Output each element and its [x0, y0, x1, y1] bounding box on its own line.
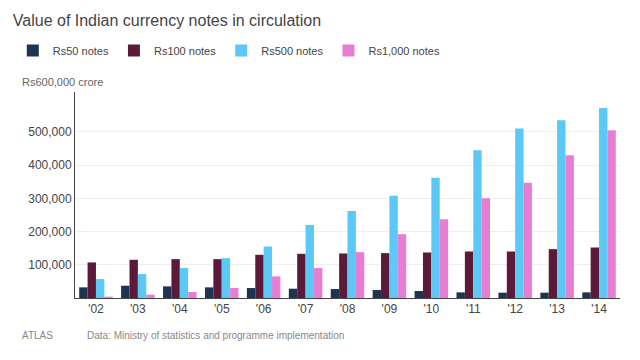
svg-text:'12: '12 — [507, 302, 523, 316]
svg-text:'07: '07 — [298, 302, 314, 316]
svg-text:'08: '08 — [340, 302, 356, 316]
svg-text:300,000: 300,000 — [28, 192, 72, 206]
svg-text:'06: '06 — [256, 302, 272, 316]
svg-text:Rs500 notes: Rs500 notes — [261, 45, 323, 57]
svg-text:400,000: 400,000 — [28, 158, 72, 172]
svg-text:'11: '11 — [466, 302, 481, 316]
svg-text:'09: '09 — [382, 302, 398, 316]
svg-text:Rs100 notes: Rs100 notes — [154, 45, 216, 57]
svg-text:500,000: 500,000 — [28, 125, 72, 139]
svg-text:200,000: 200,000 — [28, 225, 72, 239]
svg-text:Rs1,000 notes: Rs1,000 notes — [368, 45, 439, 57]
svg-text:'04: '04 — [172, 302, 188, 316]
svg-text:'02: '02 — [88, 302, 104, 316]
svg-text:'14: '14 — [591, 302, 607, 316]
svg-text:'10: '10 — [424, 302, 440, 316]
svg-text:100,000: 100,000 — [28, 258, 72, 272]
svg-text:ATLAS: ATLAS — [22, 330, 53, 341]
svg-text:Data: Ministry of statistics a: Data: Ministry of statistics and program… — [87, 330, 344, 341]
svg-text:'05: '05 — [214, 302, 230, 316]
svg-text:Value of Indian currency notes: Value of Indian currency notes in circul… — [13, 12, 321, 29]
svg-text:'03: '03 — [130, 302, 146, 316]
svg-text:Rs50 notes: Rs50 notes — [53, 45, 109, 57]
svg-text:'13: '13 — [549, 302, 565, 316]
svg-text:Rs600,000 crore: Rs600,000 crore — [22, 76, 103, 88]
